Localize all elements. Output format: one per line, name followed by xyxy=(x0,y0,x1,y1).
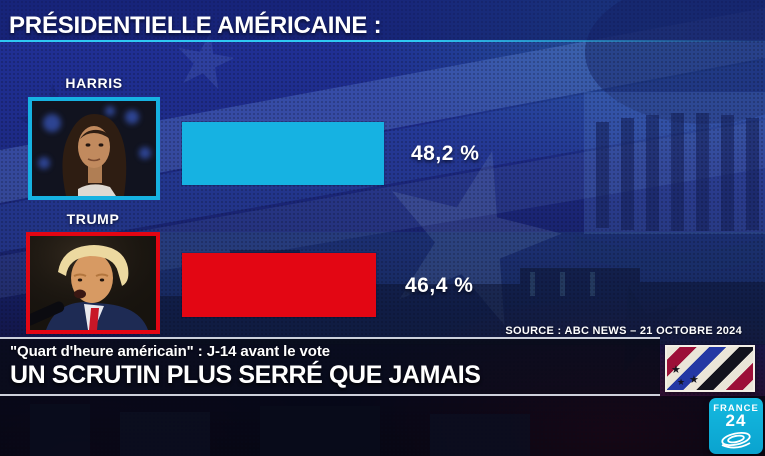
banner-headline: UN SCRUTIN PLUS SERRÉ QUE JAMAIS xyxy=(10,361,481,389)
flag-star-icon: ★ xyxy=(689,374,699,386)
us-flag-logo: ★ ★ ★ xyxy=(665,345,755,392)
title-underline xyxy=(0,40,765,42)
harris-bar xyxy=(182,122,384,185)
france24-logo: FRANCE 24 xyxy=(709,398,763,454)
trump-portrait-art xyxy=(30,236,156,330)
source-label: SOURCE : ABC NEWS – 21 OCTOBRE 2024 xyxy=(505,325,742,337)
trump-percentage: 46,4 % xyxy=(405,274,474,297)
harris-portrait-art xyxy=(32,101,156,196)
channel-number: 24 xyxy=(725,411,747,430)
channel-name: FRANCE xyxy=(713,403,759,414)
flag-star-icon: ★ xyxy=(671,364,681,376)
harris-percentage: 48,2 % xyxy=(411,142,480,165)
capitol-dome-art xyxy=(575,0,765,273)
page-title: PRÉSIDENTIELLE AMÉRICAINE : xyxy=(9,12,382,39)
trump-photo xyxy=(26,232,160,334)
harris-photo xyxy=(28,97,160,200)
france24-globe-icon xyxy=(721,431,751,449)
header xyxy=(0,0,765,41)
trump-bar xyxy=(182,253,377,317)
lower-third-banner: "Quart d'heure américain" : J-14 avant l… xyxy=(0,337,660,396)
candidate-name-harris: HARRIS xyxy=(65,75,123,91)
bottom-skyline-art xyxy=(0,396,765,456)
flag-star-icon: ★ xyxy=(677,377,686,387)
banner-kicker: "Quart d'heure américain" : J-14 avant l… xyxy=(10,343,330,360)
candidate-name-trump: TRUMP xyxy=(66,211,120,227)
